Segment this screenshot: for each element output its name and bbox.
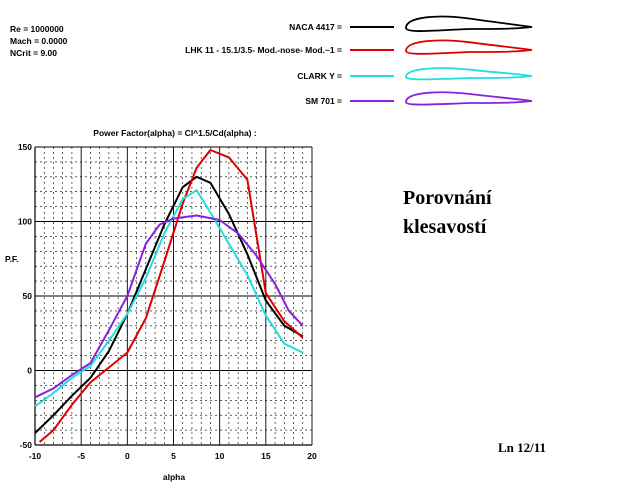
x-tick-label: 5 <box>171 451 176 461</box>
x-tick-label: 20 <box>307 451 317 461</box>
series-line-3 <box>34 189 304 408</box>
chart-title: Power Factor(alpha) = Cl^1.5/Cd(alpha) : <box>93 128 257 138</box>
x-tick-label: -5 <box>77 451 85 461</box>
x-tick-label: -10 <box>29 451 42 461</box>
y-tick-label: 50 <box>23 291 33 301</box>
x-axis-label: alpha <box>163 472 185 482</box>
mach-label: Mach = 0.0000 <box>10 36 68 46</box>
series-line-1 <box>34 175 304 434</box>
x-tick-label: 10 <box>215 451 225 461</box>
airfoil-outline-3 <box>405 67 533 81</box>
x-tick-label: 0 <box>125 451 130 461</box>
series-line-2 <box>38 149 304 443</box>
annotation-line-1: Porovnání <box>403 187 492 209</box>
airfoil-outline-4 <box>405 91 533 106</box>
x-tick-label: 15 <box>261 451 271 461</box>
annotation-line-2: klesavostí <box>403 216 487 238</box>
y-tick-label: 0 <box>27 366 32 376</box>
airfoil-outline-2 <box>405 39 533 55</box>
plot-axes <box>34 147 312 446</box>
legend-label-3: CLARK Y = <box>297 71 342 81</box>
y-tick-label: 150 <box>18 142 32 152</box>
plot-series <box>34 149 304 443</box>
y-tick-label: -50 <box>20 440 33 450</box>
legend-label-2: LHK 11 - 15.1/3.5- Mod.-nose- Mod.~1 = <box>185 45 342 55</box>
y-axis-label: P.F. <box>5 254 19 264</box>
re-label: Re = 1000000 <box>10 24 64 34</box>
annotation-footer: Ln 12/11 <box>498 440 546 455</box>
legend-label-4: SM 701 = <box>305 96 342 106</box>
legend: NACA 4417 = LHK 11 - 15.1/3.5- Mod.-nose-… <box>185 15 533 106</box>
legend-label-1: NACA 4417 = <box>289 22 342 32</box>
airfoil-outline-1 <box>405 15 533 32</box>
ncrit-label: NCrit = 9.00 <box>10 48 57 58</box>
y-tick-label: 100 <box>18 217 32 227</box>
series-line-4 <box>34 214 304 399</box>
